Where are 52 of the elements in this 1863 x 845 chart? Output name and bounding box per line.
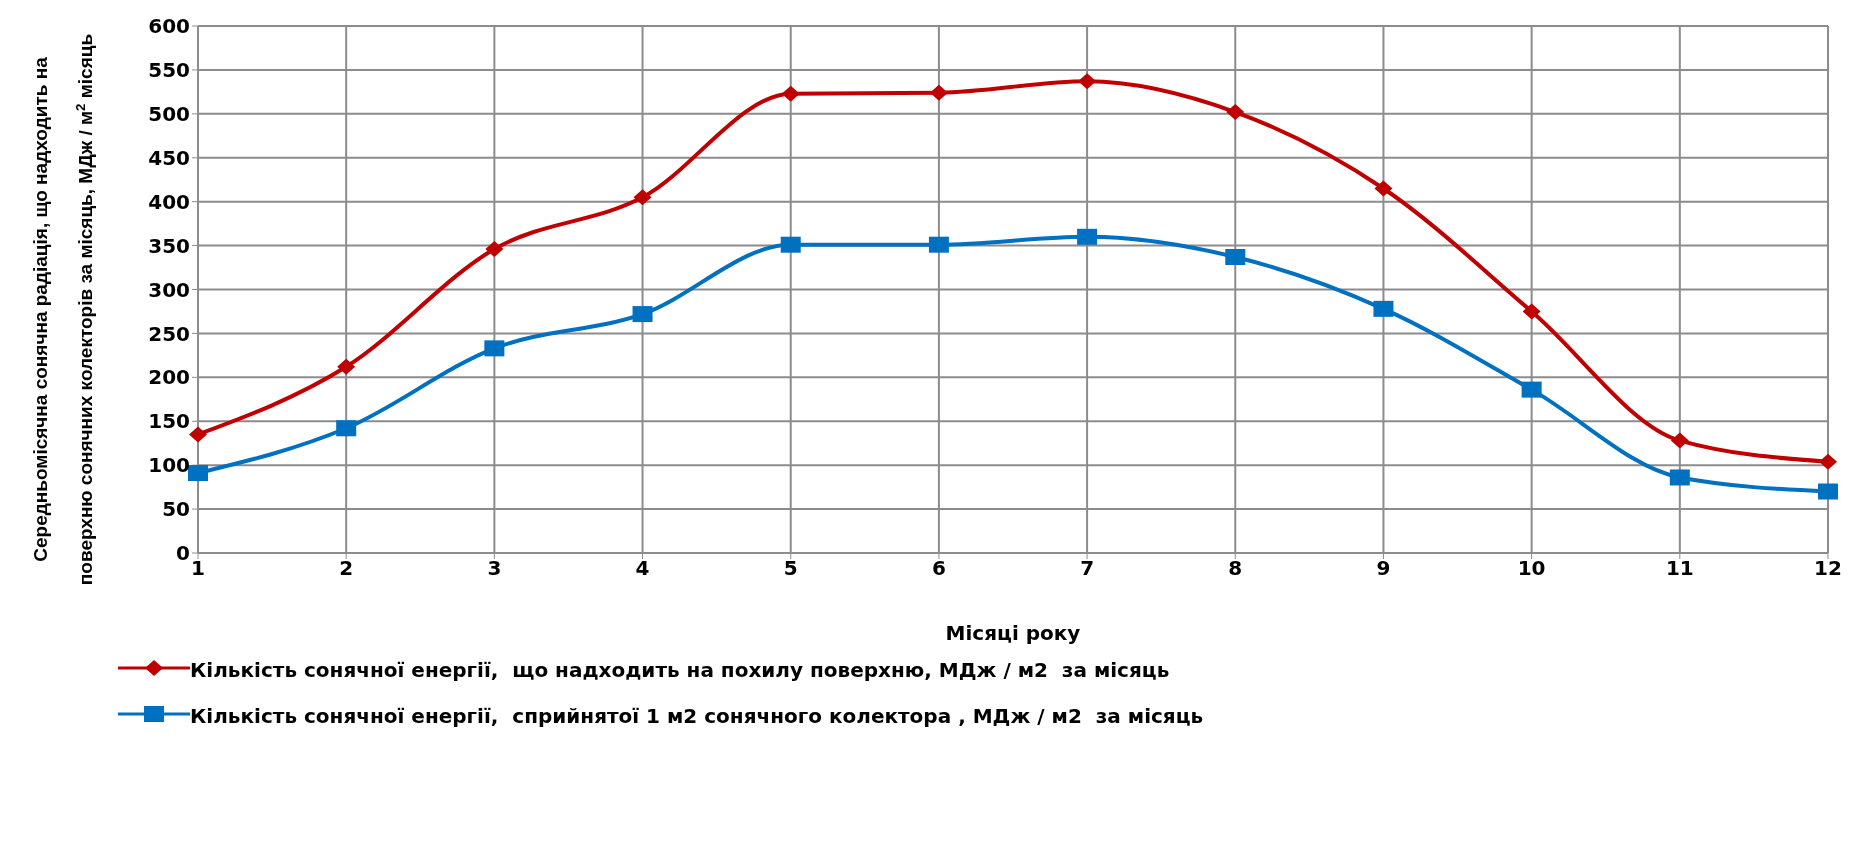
x-tick-label: 4 [635,556,650,581]
point [780,236,801,253]
y-tick-label: 400 [148,189,190,214]
point [781,85,800,102]
point [1078,73,1097,90]
point [1077,228,1098,245]
legend-label: Кількість сонячної енергії, що надходить на похилу поверхню, МДж / м2 за місяць [190,658,1170,682]
y-tick-label: 550 [148,58,190,83]
point [336,420,357,437]
point [928,236,949,253]
y-tick-label: 150 [148,409,190,434]
x-tick-label: 12 [1814,556,1842,581]
x-tick-label: 7 [1080,556,1095,581]
point [1521,381,1542,398]
point [1226,104,1245,121]
point [1819,453,1837,470]
y-tick-label: 300 [148,277,190,302]
point [484,340,505,357]
point [1374,180,1393,197]
y-tick-label: 250 [148,321,190,346]
y-tick-label: 600 [148,14,190,39]
y-tick-label: 100 [148,453,190,478]
point [1669,469,1690,486]
y-tick-label: 50 [162,497,190,522]
point [1670,432,1689,449]
y-tick-label: 350 [148,233,190,258]
point [632,306,653,323]
x-tick-label: 11 [1665,556,1694,581]
point [1818,483,1838,500]
point [633,189,652,206]
y-tick-label: 450 [148,145,190,170]
x-tick-label: 10 [1517,556,1546,581]
x-tick-label: 6 [931,556,946,581]
x-tick-label: 9 [1376,556,1391,581]
x-tick-label: 2 [339,556,354,581]
point [485,241,504,258]
y-tick-label: 0 [176,541,190,566]
point [1225,249,1246,265]
point [337,358,356,375]
point [1373,300,1394,317]
point [929,84,948,101]
point [189,426,207,443]
legend-label: Кількість сонячної енергії, сприйнятої 1 м2 сонячного колектора , МДж / м2 за місяць [190,704,1204,728]
y-tick-label: 200 [148,365,190,390]
x-tick-label: 5 [783,556,798,581]
x-axis-title: Місяці року [945,621,1081,645]
x-tick-label: 8 [1228,556,1243,581]
x-tick-label: 3 [487,556,502,581]
point [1522,303,1541,320]
point [188,465,208,482]
x-tick-label: 1 [191,556,205,581]
y-tick-label: 500 [148,101,190,126]
